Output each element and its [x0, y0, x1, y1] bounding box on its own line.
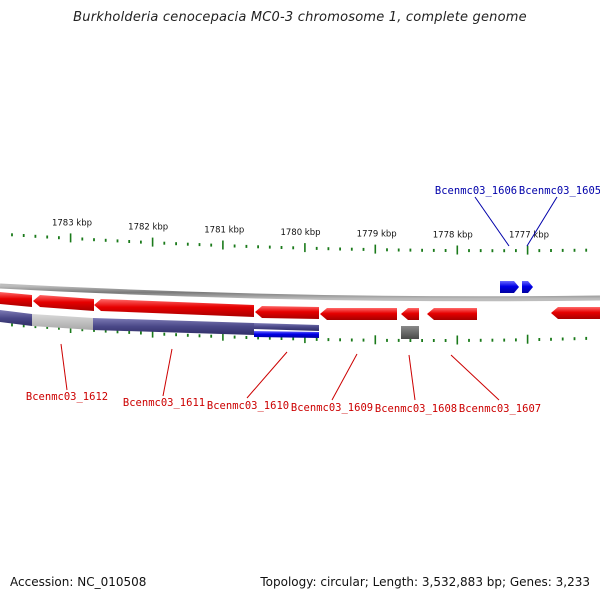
gene-label-1612[interactable]: Bcenmc03_1612	[26, 391, 108, 403]
gene-label-1610[interactable]: Bcenmc03_1610	[207, 400, 289, 412]
ruler-label: 1779 kbp	[357, 230, 397, 240]
gene-Bcenmc03_1609[interactable]	[320, 308, 397, 320]
cds-track-1[interactable]	[0, 310, 32, 326]
gene-Bcenmc03_1610[interactable]	[255, 306, 319, 319]
gene-Bcenmc03_1612[interactable]	[33, 295, 94, 311]
ruler-label: 1777 kbp	[509, 231, 549, 241]
tick-row-outer	[11, 233, 588, 255]
gene-Bcenmc03_1612-partial[interactable]	[0, 292, 32, 307]
gene-label-1608[interactable]: Bcenmc03_1608	[375, 403, 457, 415]
cds-track-3[interactable]	[254, 323, 319, 331]
ruler-label: 1780 kbp	[280, 228, 320, 238]
ruler-label: 1782 kbp	[128, 222, 168, 232]
gene-Bcenmc03_1605[interactable]	[522, 281, 533, 293]
gene-Bcenmc03_1611[interactable]	[94, 299, 254, 317]
genome-summary-text: Topology: circular; Length: 3,532,883 bp…	[260, 575, 590, 589]
cds-track-3-highlight[interactable]	[254, 331, 319, 338]
accession-text: Accession: NC_010508	[10, 575, 147, 589]
gene-next-partial[interactable]	[551, 307, 600, 319]
gene-label-1605[interactable]: Bcenmc03_1605	[519, 185, 600, 197]
cds-track-2[interactable]	[93, 318, 254, 335]
gene-label-1609[interactable]: Bcenmc03_1609	[291, 402, 373, 414]
backbone-outer	[0, 283, 600, 302]
gene-label-1606[interactable]: Bcenmc03_1606	[435, 185, 517, 197]
ruler-labels: 1783 kbp 1782 kbp 1781 kbp 1780 kbp 1779 kbp…	[52, 219, 549, 241]
gene-Bcenmc03_1606[interactable]	[500, 281, 519, 293]
gene-label-1607[interactable]: Bcenmc03_1607	[459, 403, 541, 415]
cds-track-gap	[32, 314, 93, 330]
leader-lines	[60, 196, 558, 401]
ruler-label: 1783 kbp	[52, 219, 92, 229]
gene-Bcenmc03_1608[interactable]	[401, 308, 419, 320]
map-title: Burkholderia cenocepacia MC0-3 chromosom…	[73, 10, 527, 25]
ruler-label: 1778 kbp	[433, 231, 473, 241]
cds-track-4[interactable]	[401, 326, 419, 339]
ruler-label: 1781 kbp	[204, 226, 244, 236]
gene-Bcenmc03_1607[interactable]	[427, 308, 477, 320]
gene-label-1611[interactable]: Bcenmc03_1611	[123, 397, 205, 409]
